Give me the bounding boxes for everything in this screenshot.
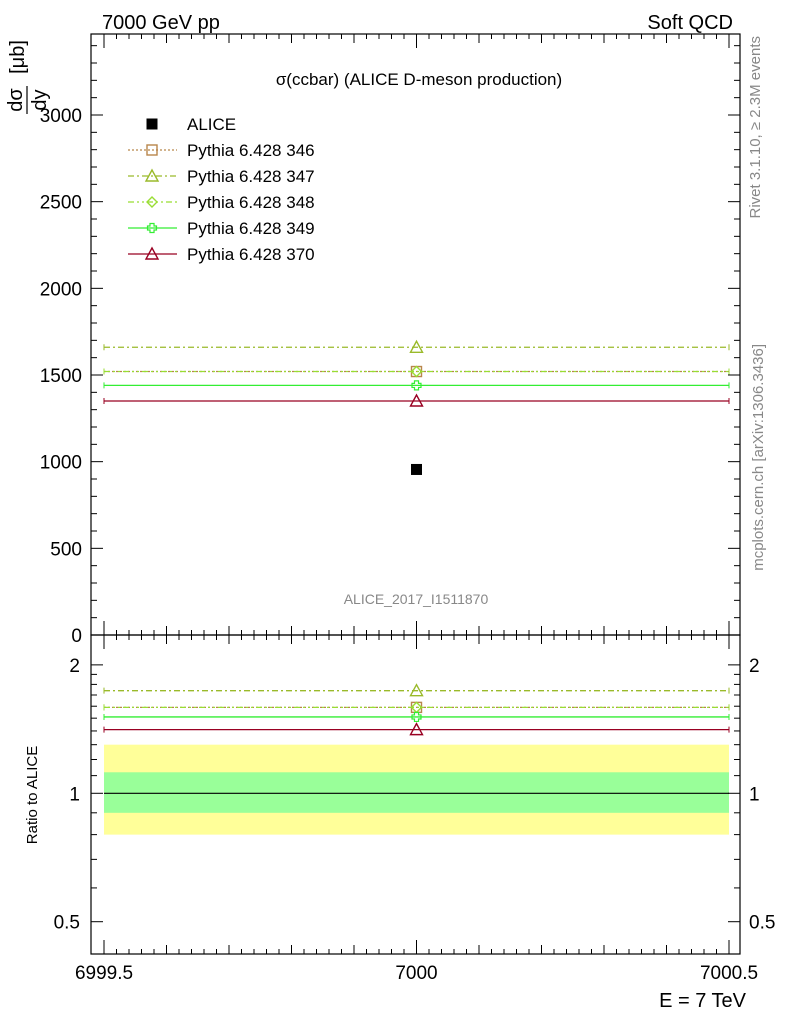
y-axis-label: dσ dy [μb] <box>5 40 51 114</box>
series-point <box>409 393 424 407</box>
ratio-marks <box>103 683 730 835</box>
legend-entry: Pythia 6.428 347 <box>128 167 315 186</box>
legend-marker <box>146 144 158 156</box>
x-tick-label: 7000.5 <box>700 963 758 984</box>
analysis-label: ALICE_2017_I1511870 <box>344 591 489 607</box>
y-tick-label: 0 <box>71 626 82 647</box>
ratio-tick-label: 2 <box>69 656 80 677</box>
y-axis-label-den: dy <box>29 89 51 110</box>
series-point <box>411 380 422 391</box>
legend: ALICE Pythia 6.428 346 Pythia 6.428 347 Pyt… <box>128 115 315 264</box>
rivet-label: Rivet 3.1.10, ≥ 2.3M events <box>747 36 764 219</box>
y-tick-label: 2500 <box>40 193 82 214</box>
header-right: Soft QCD <box>647 12 733 34</box>
legend-marker <box>144 246 160 260</box>
legend-entry: ALICE <box>146 115 236 134</box>
header-left: 7000 GeV pp <box>102 12 220 34</box>
main-marks <box>103 339 730 475</box>
legend-label: Pythia 6.428 349 <box>187 219 315 238</box>
series-point <box>409 339 424 353</box>
legend-marker <box>146 222 158 234</box>
ratio-tick-label: 0.5 <box>749 913 775 934</box>
x-axis-label: E = 7 TeV <box>659 990 747 1012</box>
legend-entry: Pythia 6.428 346 <box>128 141 315 160</box>
legend-label: Pythia 6.428 346 <box>187 141 315 160</box>
y-axis-label-num: dσ <box>5 88 27 112</box>
series-point <box>410 365 423 378</box>
legend-label: Pythia 6.428 348 <box>187 193 315 212</box>
legend-entry: Pythia 6.428 348 <box>128 193 315 212</box>
y-tick-label: 3000 <box>40 106 82 127</box>
legend-marker <box>146 118 158 130</box>
ratio-point <box>411 711 422 723</box>
main-ticks: 0 500 1000 1500 2000 2500 3000 <box>40 34 740 647</box>
legend-marker <box>146 196 158 208</box>
legend-marker <box>144 168 160 182</box>
data-point <box>411 463 422 475</box>
x-tick-label: 6999.5 <box>75 963 133 984</box>
ratio-panel: 0.5 0.5 1 1 2 2 <box>54 634 775 955</box>
ratio-tick-label: 2 <box>749 656 760 677</box>
ratio-tick-label: 1 <box>749 784 760 805</box>
ratio-tick-label: 0.5 <box>54 913 80 934</box>
ratio-band-inner <box>104 772 729 813</box>
chart-title: σ(ccbar) (ALICE D-meson production) <box>276 70 562 89</box>
ratio-frame <box>90 634 741 955</box>
ratio-point <box>409 683 424 697</box>
legend-entry: Pythia 6.428 349 <box>128 219 315 238</box>
main-panel: σ(ccbar) (ALICE D-meson production) ALIC… <box>40 33 741 647</box>
y-tick-label: 2000 <box>40 279 82 300</box>
x-tick-label: 7000 <box>395 963 437 984</box>
ratio-tick-label: 1 <box>69 784 80 805</box>
legend-label: Pythia 6.428 370 <box>187 245 315 264</box>
ratio-point <box>409 722 424 736</box>
ratio-ticks: 0.5 0.5 1 1 2 2 <box>54 635 775 954</box>
legend-label: Pythia 6.428 347 <box>187 167 315 186</box>
legend-entry: Pythia 6.428 370 <box>128 245 315 264</box>
y-axis-label-unit: [μb] <box>7 40 29 74</box>
y-tick-label: 1000 <box>40 453 82 474</box>
legend-label: ALICE <box>187 115 236 134</box>
y-tick-label: 1500 <box>40 366 82 387</box>
y-tick-label: 500 <box>50 539 82 560</box>
mcplots-label: mcplots.cern.ch [arXiv:1306.3436] <box>750 344 767 571</box>
ratio-axis-label: Ratio to ALICE <box>24 746 41 844</box>
x-tick-labels: 6999.5 7000 7000.5 <box>75 963 758 984</box>
